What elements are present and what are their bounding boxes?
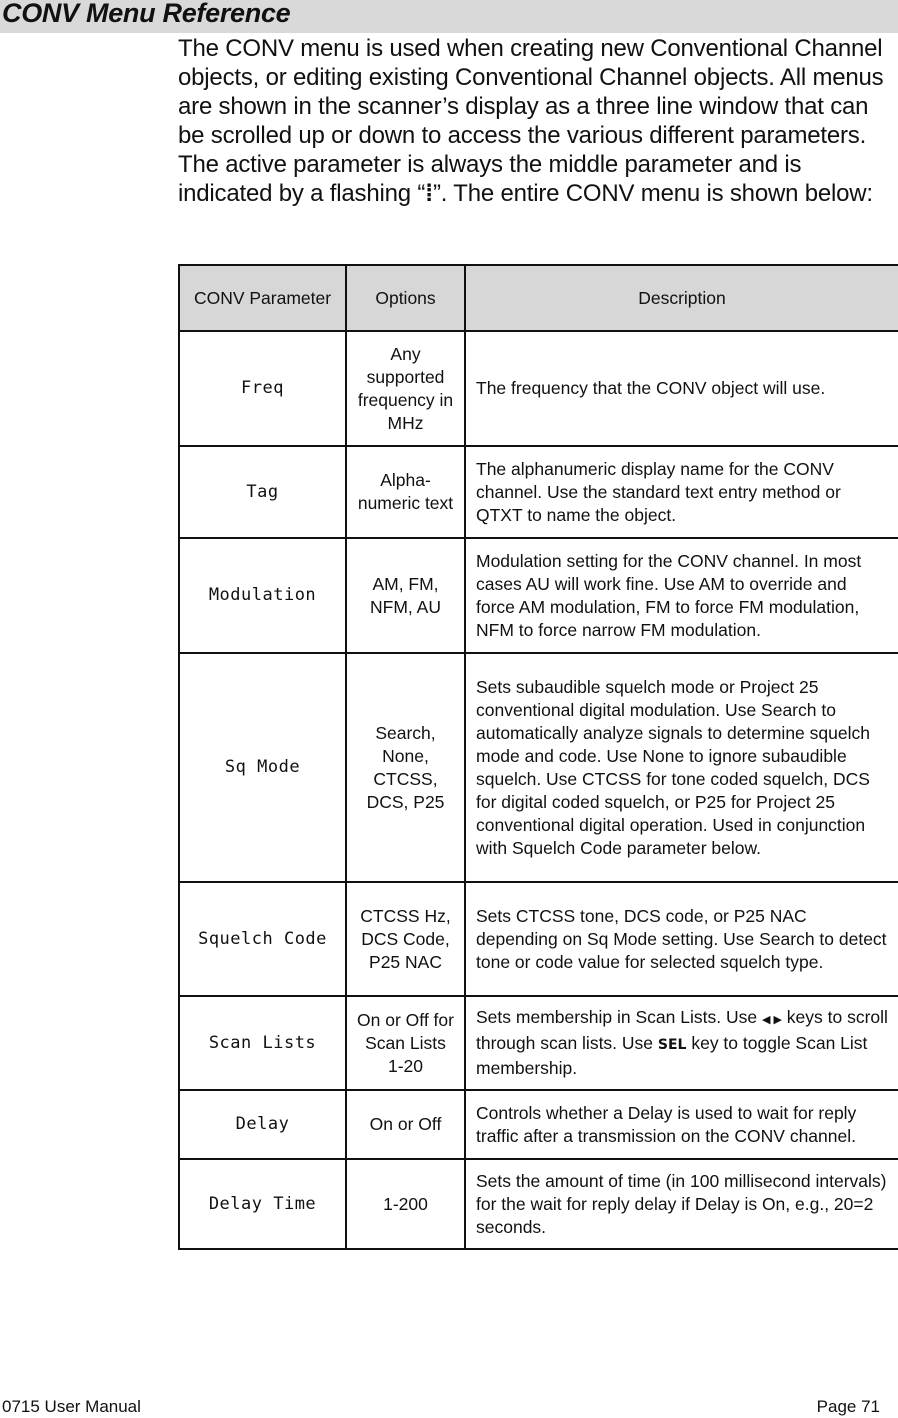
table-row: Squelch Code CTCSS Hz, DCS Code, P25 NAC S… <box>178 881 898 997</box>
desc-text: Sets membership in Scan Lists. Use <box>476 1007 762 1027</box>
description-cell: Sets subaudible squelch mode or Project … <box>464 652 898 883</box>
description-cell: Sets CTCSS tone, DCS code, or P25 NAC de… <box>464 881 898 997</box>
param-cell: Squelch Code <box>178 881 347 997</box>
description-cell: Sets the amount of time (in 100 millisec… <box>464 1158 898 1250</box>
table-row: Freq Any supported frequency in MHz The fr… <box>178 330 898 447</box>
flashing-indicator-glyph: ⁞ <box>425 180 433 207</box>
description-cell: Modulation setting for the CONV channel.… <box>464 537 898 654</box>
table-row: Scan Lists On or Off for Scan Lists 1-20 S… <box>178 995 898 1091</box>
options-cell: 1-200 <box>345 1158 466 1250</box>
table-row: Sq Mode Search, None, CTCSS, DCS, P25 Sets… <box>178 652 898 883</box>
options-cell: CTCSS Hz, DCS Code, P25 NAC <box>345 881 466 997</box>
param-cell: Sq Mode <box>178 652 347 883</box>
param-cell: Delay Time <box>178 1158 347 1250</box>
header-parameter: CONV Parameter <box>178 264 347 332</box>
left-right-arrow-keys-icon: ◀ ▶ <box>761 1014 782 1026</box>
options-cell: Search, None, CTCSS, DCS, P25 <box>345 652 466 883</box>
description-cell: The frequency that the CONV object will … <box>464 330 898 447</box>
table-row: Delay On or Off Controls whether a Delay i… <box>178 1089 898 1160</box>
description-cell: The alphanumeric display name for the CO… <box>464 445 898 539</box>
options-cell: On or Off for Scan Lists 1-20 <box>345 995 466 1091</box>
intro-text-end: ”. The entire CONV menu is shown below: <box>432 180 873 207</box>
table-row: Modulation AM, FM, NFM, AU Modulation sett… <box>178 537 898 654</box>
footer-page-number: Page 71 <box>816 1397 880 1416</box>
header-description: Description <box>464 264 898 332</box>
param-cell: Scan Lists <box>178 995 347 1091</box>
table-row: Delay Time 1-200 Sets the amount of time (… <box>178 1158 898 1250</box>
section-header: CONV Menu Reference <box>0 0 898 33</box>
intro-paragraph: The CONV menu is used when creating new … <box>178 34 893 208</box>
conv-menu-table: CONV Parameter Options Description Freq A… <box>178 264 898 1250</box>
desc-text: key to toggle Scan List membership. <box>476 1033 868 1078</box>
table-row: Tag Alpha-numeric text The alphanumeric di… <box>178 445 898 539</box>
param-cell: Delay <box>178 1089 347 1160</box>
options-cell: Any supported frequency in MHz <box>345 330 466 447</box>
intro-text: The CONV menu is used when creating new … <box>178 35 884 207</box>
param-cell: Freq <box>178 330 347 447</box>
header-options: Options <box>345 264 466 332</box>
table-header-row: CONV Parameter Options Description <box>178 264 898 332</box>
sel-key-label: SEL <box>657 1037 687 1053</box>
options-cell: On or Off <box>345 1089 466 1160</box>
page-title: CONV Menu Reference <box>2 0 291 28</box>
options-cell: AM, FM, NFM, AU <box>345 537 466 654</box>
description-cell: Sets membership in Scan Lists. Use ◀ ▶ k… <box>464 995 898 1091</box>
options-cell: Alpha-numeric text <box>345 445 466 539</box>
description-cell: Controls whether a Delay is used to wait… <box>464 1089 898 1160</box>
param-cell: Modulation <box>178 537 347 654</box>
desc-text: keys to scroll through scan lists. Use <box>476 1007 888 1053</box>
footer-manual-name: 0715 User Manual <box>2 1397 141 1416</box>
param-cell: Tag <box>178 445 347 539</box>
